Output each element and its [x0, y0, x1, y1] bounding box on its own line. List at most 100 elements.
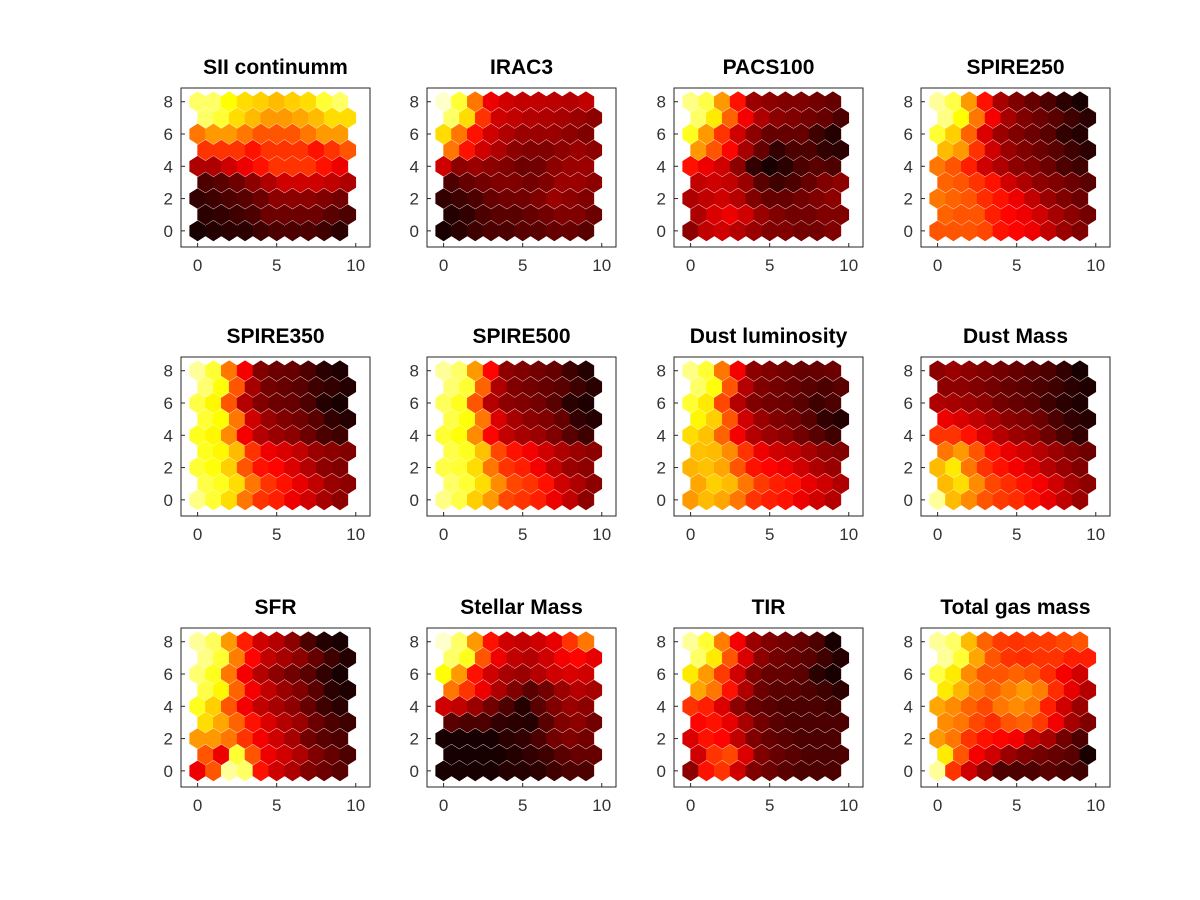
- hex-cell: [585, 744, 603, 766]
- hex-cell: [331, 631, 349, 653]
- axes-border: [180, 87, 371, 248]
- y-tick-label: 4: [164, 157, 173, 176]
- chart-title: Dust Mass: [962, 325, 1069, 348]
- y-tick-label: 4: [410, 157, 419, 176]
- axes-border: [920, 627, 1111, 788]
- hex-cell: [824, 631, 842, 653]
- hex-cell: [585, 679, 603, 701]
- x-tick-label: 5: [272, 525, 281, 544]
- hex-cell: [339, 139, 357, 161]
- hex-cell: [577, 631, 595, 653]
- y-tick-label: 4: [410, 426, 419, 445]
- hex-cell: [1071, 663, 1089, 685]
- chart-panel: SPIRE350 0 5 10 0 2 4 6 8: [155, 325, 415, 565]
- x-tick-label: 10: [592, 256, 611, 275]
- chart-panel: SPIRE250 0 5 10 0 2 4 6 8: [895, 56, 1155, 296]
- chart-panel: PACS100 0 5 10 0 2 4 6 8: [648, 56, 908, 296]
- hex-heatmap: 0 5 10 0 2 4 6 8: [904, 627, 1111, 815]
- hex-cell: [339, 376, 357, 398]
- hex-cells: [435, 91, 603, 242]
- hex-cell: [585, 408, 603, 430]
- hex-cell: [1079, 107, 1097, 129]
- hex-heatmap: 0 5 10 0 2 4 6 8: [410, 627, 617, 815]
- hex-cells: [435, 360, 603, 511]
- axes-border: [426, 87, 617, 248]
- chart-title: TIR: [751, 596, 786, 619]
- hex-cell: [331, 663, 349, 685]
- hex-cell: [832, 473, 850, 495]
- hex-cell: [331, 392, 349, 414]
- y-tick-label: 4: [164, 697, 173, 716]
- hex-cell: [1071, 392, 1089, 414]
- hex-cell: [824, 695, 842, 717]
- hex-cell: [331, 188, 349, 209]
- hex-cell: [1079, 376, 1097, 398]
- hex-cell: [577, 663, 595, 685]
- hex-cell: [832, 441, 850, 462]
- y-tick-label: 6: [164, 665, 173, 684]
- hex-cell: [577, 220, 595, 242]
- x-tick-label: 10: [592, 525, 611, 544]
- y-tick-label: 8: [410, 362, 419, 381]
- y-tick-label: 2: [657, 730, 666, 749]
- chart-title: PACS100: [722, 56, 815, 79]
- y-tick-label: 8: [164, 93, 173, 112]
- hex-cells: [929, 631, 1097, 782]
- hex-cell: [577, 392, 595, 414]
- y-tick-label: 8: [904, 93, 913, 112]
- hex-cell: [832, 712, 850, 733]
- x-tick-label: 5: [272, 796, 281, 815]
- chart-panel: SPIRE500 0 5 10 0 2 4 6 8: [401, 325, 661, 565]
- x-tick-label: 0: [193, 525, 202, 544]
- hex-cell: [577, 728, 595, 749]
- y-tick-label: 6: [657, 665, 666, 684]
- hex-cell: [585, 647, 603, 669]
- x-tick-label: 5: [765, 796, 774, 815]
- hex-cell: [585, 712, 603, 733]
- y-tick-label: 6: [410, 125, 419, 144]
- hex-cell: [1071, 360, 1089, 382]
- y-tick-label: 0: [657, 762, 666, 781]
- hex-cell: [1071, 631, 1089, 653]
- hex-cell: [1079, 441, 1097, 462]
- hex-cell: [832, 172, 850, 193]
- chart-title: SPIRE250: [966, 56, 1065, 79]
- y-tick-label: 8: [657, 362, 666, 381]
- y-tick-label: 2: [410, 459, 419, 478]
- y-tick-label: 0: [164, 491, 173, 510]
- y-tick-label: 8: [164, 633, 173, 652]
- chart-title: Total gas mass: [940, 596, 1091, 619]
- y-tick-label: 6: [657, 394, 666, 413]
- x-tick-label: 10: [839, 525, 858, 544]
- hex-cell: [339, 744, 357, 766]
- y-tick-label: 0: [904, 762, 913, 781]
- hex-cell: [1079, 408, 1097, 430]
- axes-border: [426, 356, 617, 517]
- x-tick-label: 10: [1086, 256, 1105, 275]
- chart-title: SFR: [254, 596, 297, 619]
- y-tick-label: 4: [904, 426, 913, 445]
- y-tick-label: 4: [904, 157, 913, 176]
- hex-cell: [1071, 695, 1089, 717]
- hex-cell: [585, 172, 603, 193]
- hex-cell: [1071, 91, 1089, 113]
- x-tick-label: 10: [346, 796, 365, 815]
- hex-cells: [189, 91, 357, 242]
- hex-cell: [832, 744, 850, 766]
- y-tick-label: 4: [657, 426, 666, 445]
- x-tick-label: 5: [1012, 525, 1021, 544]
- hex-cell: [339, 647, 357, 669]
- hex-cell: [331, 155, 349, 177]
- hex-cell: [824, 728, 842, 749]
- hex-cell: [1071, 760, 1089, 782]
- hex-cell: [1079, 172, 1097, 193]
- hex-cells: [189, 360, 357, 511]
- x-tick-label: 5: [1012, 796, 1021, 815]
- x-tick-label: 5: [765, 256, 774, 275]
- y-tick-label: 8: [410, 93, 419, 112]
- x-tick-label: 0: [686, 525, 695, 544]
- axes-border: [673, 356, 864, 517]
- y-tick-label: 2: [657, 190, 666, 209]
- hex-cell: [832, 679, 850, 701]
- y-tick-label: 6: [164, 394, 173, 413]
